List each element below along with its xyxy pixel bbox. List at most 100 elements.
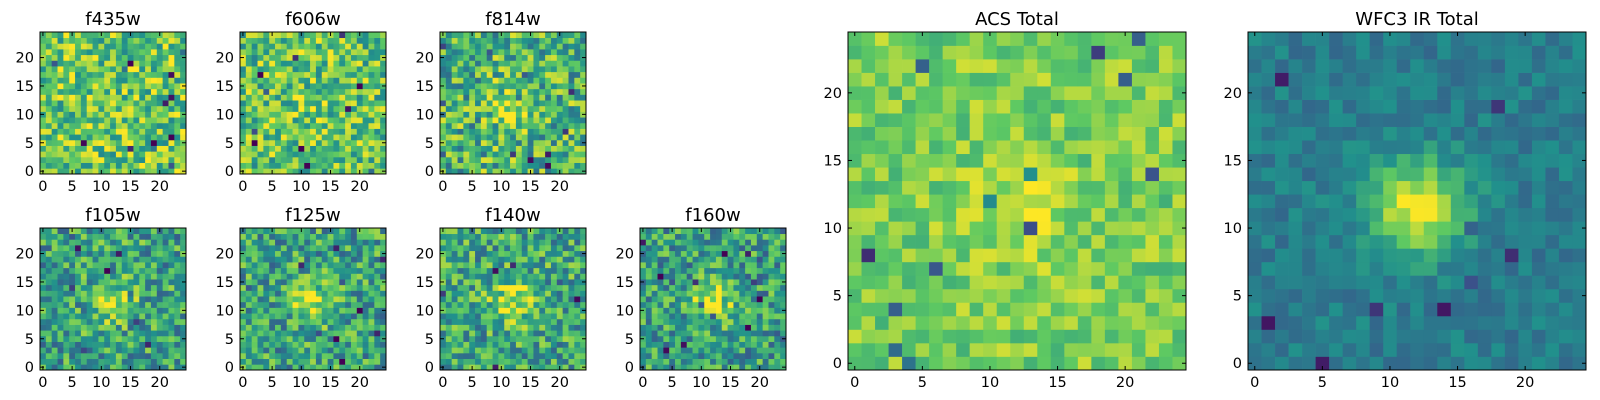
heatmap-cell [174, 262, 181, 269]
heatmap-cell [368, 273, 375, 280]
heatmap-cell [1145, 180, 1160, 195]
heatmap-cell [356, 233, 363, 240]
heatmap-cell [492, 105, 499, 112]
heatmap-cell [492, 43, 499, 50]
heatmap-cell [374, 347, 381, 354]
heatmap-cell [480, 100, 488, 107]
heatmap-cell [304, 341, 311, 348]
heatmap-cell [556, 83, 563, 90]
heatmap-cell [550, 37, 558, 44]
heatmap-cell [527, 239, 534, 246]
panel-title: f160w [685, 205, 740, 226]
heatmap-cell [721, 290, 728, 297]
heatmap-cell [75, 330, 82, 337]
heatmap-cell [1145, 315, 1160, 330]
heatmap-cell [380, 128, 387, 135]
heatmap-cell [110, 233, 117, 240]
heatmap-cell [327, 330, 334, 337]
heatmap-cell [675, 290, 682, 297]
heatmap-cell [533, 43, 540, 50]
heatmap-cell [457, 151, 464, 158]
heatmap-cell [651, 273, 658, 280]
heatmap-cell [929, 234, 943, 249]
heatmap-cell [98, 134, 105, 141]
heatmap-cell [92, 77, 99, 84]
heatmap-cell [657, 330, 664, 337]
heatmap-cell [162, 324, 169, 331]
heatmap-cell [310, 228, 317, 235]
heatmap-cell [86, 100, 93, 107]
heatmap-cell [127, 111, 134, 118]
heatmap-cell [480, 162, 488, 169]
heatmap-cell [686, 318, 693, 325]
heatmap-cell [774, 284, 781, 291]
heatmap-cell [929, 302, 943, 317]
heatmap-cell [475, 284, 482, 291]
heatmap-cell [104, 111, 111, 118]
x-tick-label: 10 [292, 375, 310, 391]
heatmap-cell [292, 267, 299, 274]
heatmap-cell [539, 117, 546, 124]
heatmap-cell [510, 145, 517, 152]
heatmap-cell [292, 250, 299, 257]
heatmap-cell [127, 71, 134, 78]
heatmap-cell [440, 313, 447, 320]
heatmap-cell [580, 71, 587, 78]
heatmap-cell [315, 156, 323, 163]
heatmap-cell [680, 364, 688, 371]
heatmap-cell [162, 117, 169, 124]
heatmap-cell [774, 318, 781, 325]
heatmap-cell [345, 111, 352, 118]
heatmap-cell [1091, 221, 1106, 236]
heatmap-cell [63, 77, 70, 84]
heatmap-cell [150, 100, 158, 107]
heatmap-cell [80, 301, 88, 308]
heatmap-cell [440, 156, 447, 163]
heatmap-cell [327, 162, 334, 169]
heatmap-cell [40, 128, 47, 135]
heatmap-cell [115, 341, 123, 348]
heatmap-cell [445, 239, 453, 246]
heatmap-cell [539, 358, 546, 365]
heatmap-cell [104, 117, 111, 124]
heatmap-cell [539, 262, 546, 269]
heatmap-cell [721, 250, 728, 257]
heatmap-cell [292, 352, 299, 359]
heatmap-cell [45, 111, 53, 118]
heatmap-cell [733, 330, 740, 337]
x-tick-label: 0 [438, 179, 447, 195]
heatmap-cell [1145, 329, 1160, 344]
heatmap-cell [362, 94, 369, 101]
heatmap-cell [75, 290, 82, 297]
heatmap-cell [469, 347, 476, 354]
heatmap-cell [298, 296, 305, 303]
heatmap-cell [504, 168, 511, 175]
heatmap-cell [486, 151, 493, 158]
heatmap-cell [104, 250, 111, 257]
heatmap-cell [463, 284, 470, 291]
heatmap-cell [321, 341, 328, 348]
heatmap-cell [996, 248, 1011, 263]
heatmap-cell [1077, 315, 1092, 330]
heatmap-cell [463, 162, 470, 169]
heatmap-cell [51, 279, 58, 286]
heatmap-cell [327, 250, 334, 257]
heatmap-cell [180, 296, 187, 303]
heatmap-cell [721, 318, 728, 325]
heatmap-cell [362, 318, 369, 325]
heatmap-cell [983, 167, 998, 182]
heatmap-cell [310, 296, 317, 303]
heatmap-cell [568, 267, 575, 274]
heatmap-cell [492, 168, 499, 175]
heatmap-cell [304, 279, 311, 286]
heatmap-cell [63, 111, 70, 118]
heatmap-cell [298, 341, 305, 348]
heatmap-cell [245, 111, 253, 118]
heatmap-cell [721, 352, 728, 359]
heatmap-cell [174, 352, 181, 359]
heatmap-cell [115, 151, 123, 158]
heatmap-cell [269, 54, 276, 61]
heatmap-cell [333, 273, 340, 280]
heatmap-cell [710, 330, 717, 337]
heatmap-cell [57, 151, 64, 158]
